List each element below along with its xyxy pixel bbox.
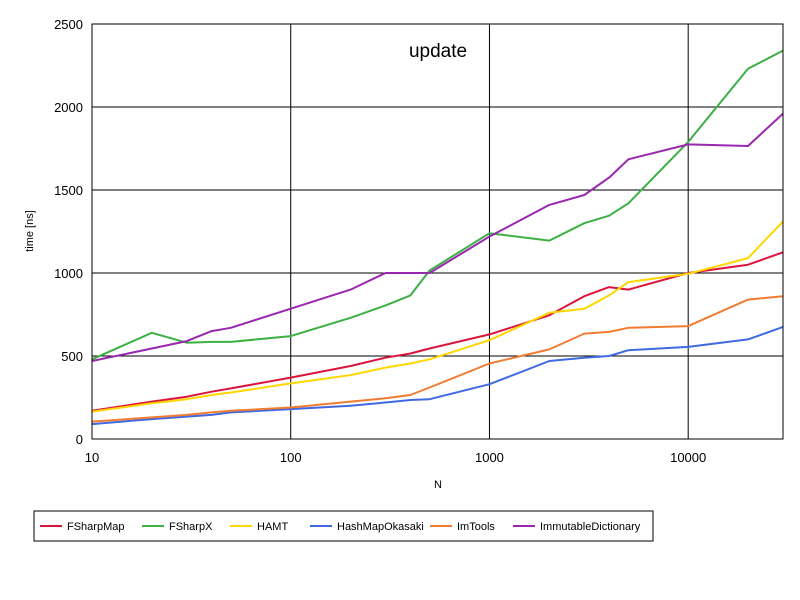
legend-label-fsharpx: FSharpX — [169, 521, 213, 533]
y-tick-label: 1500 — [54, 183, 83, 198]
y-tick-label: 0 — [76, 432, 83, 447]
y-tick-label: 2500 — [54, 17, 83, 32]
y-axis-ticks: 0 500 1000 1500 2000 2500 — [54, 17, 83, 447]
series-line-fsharpx — [91, 49, 784, 361]
series-line-immutabledictionary — [91, 112, 784, 362]
legend-label-hashmapokasaki: HashMapOkasaki — [337, 521, 424, 533]
series-line-hashmapokasaki — [91, 325, 784, 426]
y-tick-label: 2000 — [54, 100, 83, 115]
x-axis-title: N — [434, 479, 442, 491]
y-tick-label: 1000 — [54, 266, 83, 281]
grid-lines — [91, 23, 783, 440]
x-tick-label: 10000 — [670, 450, 706, 465]
legend-label-imtools: ImTools — [457, 521, 495, 533]
legend-label-immutabledictionary: ImmutableDictionary — [540, 521, 641, 533]
plot-area-border — [91, 23, 784, 440]
x-tick-label: 10 — [85, 450, 99, 465]
series-line-imtools — [91, 295, 784, 423]
legend-label-fsharpmap: FSharpMap — [67, 521, 124, 533]
legend: FSharpMap FSharpX HAMT HashMapOkasaki ImTool… — [33, 510, 654, 542]
legend-label-hamt: HAMT — [257, 521, 288, 533]
x-tick-label: 100 — [280, 450, 302, 465]
series-line-hamt — [91, 220, 784, 413]
x-tick-label: 1000 — [475, 450, 504, 465]
x-axis-ticks: 10 100 1000 10000 — [85, 450, 706, 465]
legend-box — [33, 510, 654, 542]
y-tick-label: 500 — [61, 349, 83, 364]
y-axis-title: time [ns] — [24, 210, 36, 252]
chart-title: update — [409, 41, 467, 62]
series-line-fsharpmap — [91, 251, 784, 412]
series-lines — [91, 49, 784, 426]
